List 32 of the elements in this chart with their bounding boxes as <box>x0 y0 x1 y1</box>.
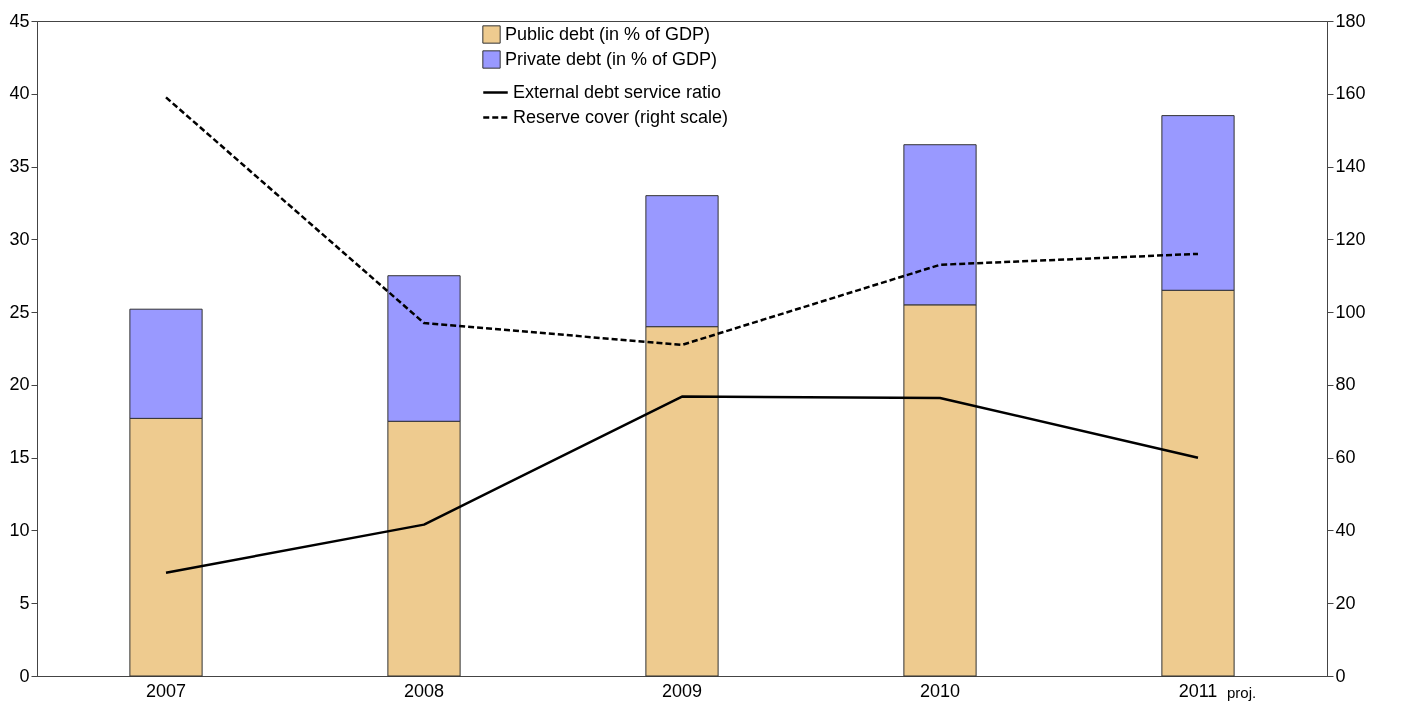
legend-label: Private debt (in % of GDP) <box>505 48 718 69</box>
y-tick-label: 0 <box>19 665 30 686</box>
x-tick-label: 2008 <box>403 680 445 701</box>
y2-tick-label: 80 <box>1335 374 1356 395</box>
y2-tick-label: 0 <box>1335 665 1346 686</box>
y2-tick-label: 40 <box>1335 519 1356 540</box>
y-tick-label: 40 <box>9 83 30 104</box>
y-tick-label: 5 <box>19 592 30 613</box>
y-tick-label: 20 <box>9 374 30 395</box>
y2-tick-label: 100 <box>1335 301 1366 322</box>
y2-tick-label: 180 <box>1335 10 1366 31</box>
line-series <box>164 395 1200 574</box>
y2-tick-label: 160 <box>1335 83 1366 104</box>
y2-tick-label: 20 <box>1335 592 1356 613</box>
y2-tick-label: 120 <box>1335 228 1366 249</box>
y-tick-label: 15 <box>9 447 30 468</box>
legend-label: Reserve cover (right scale) <box>513 106 729 127</box>
x-tick-label: 2009 <box>661 680 703 701</box>
legend-label: External debt service ratio <box>513 81 722 102</box>
y-tick-label: 45 <box>9 10 30 31</box>
line-series <box>164 96 1200 347</box>
x-tick-label: 2007 <box>145 680 187 701</box>
y2-tick-label: 140 <box>1335 156 1366 177</box>
y-tick-label: 25 <box>9 301 30 322</box>
y-tick-label: 30 <box>9 228 30 249</box>
text: proj. <box>1227 684 1257 701</box>
y2-tick-label: 60 <box>1335 447 1356 468</box>
x-tick-label: 2011 <box>1178 680 1218 701</box>
x-tick-label: 2010 <box>919 680 961 701</box>
y-tick-label: 10 <box>9 519 30 540</box>
y-tick-label: 35 <box>9 156 30 177</box>
legend-label: Public debt (in % of GDP) <box>505 23 711 44</box>
